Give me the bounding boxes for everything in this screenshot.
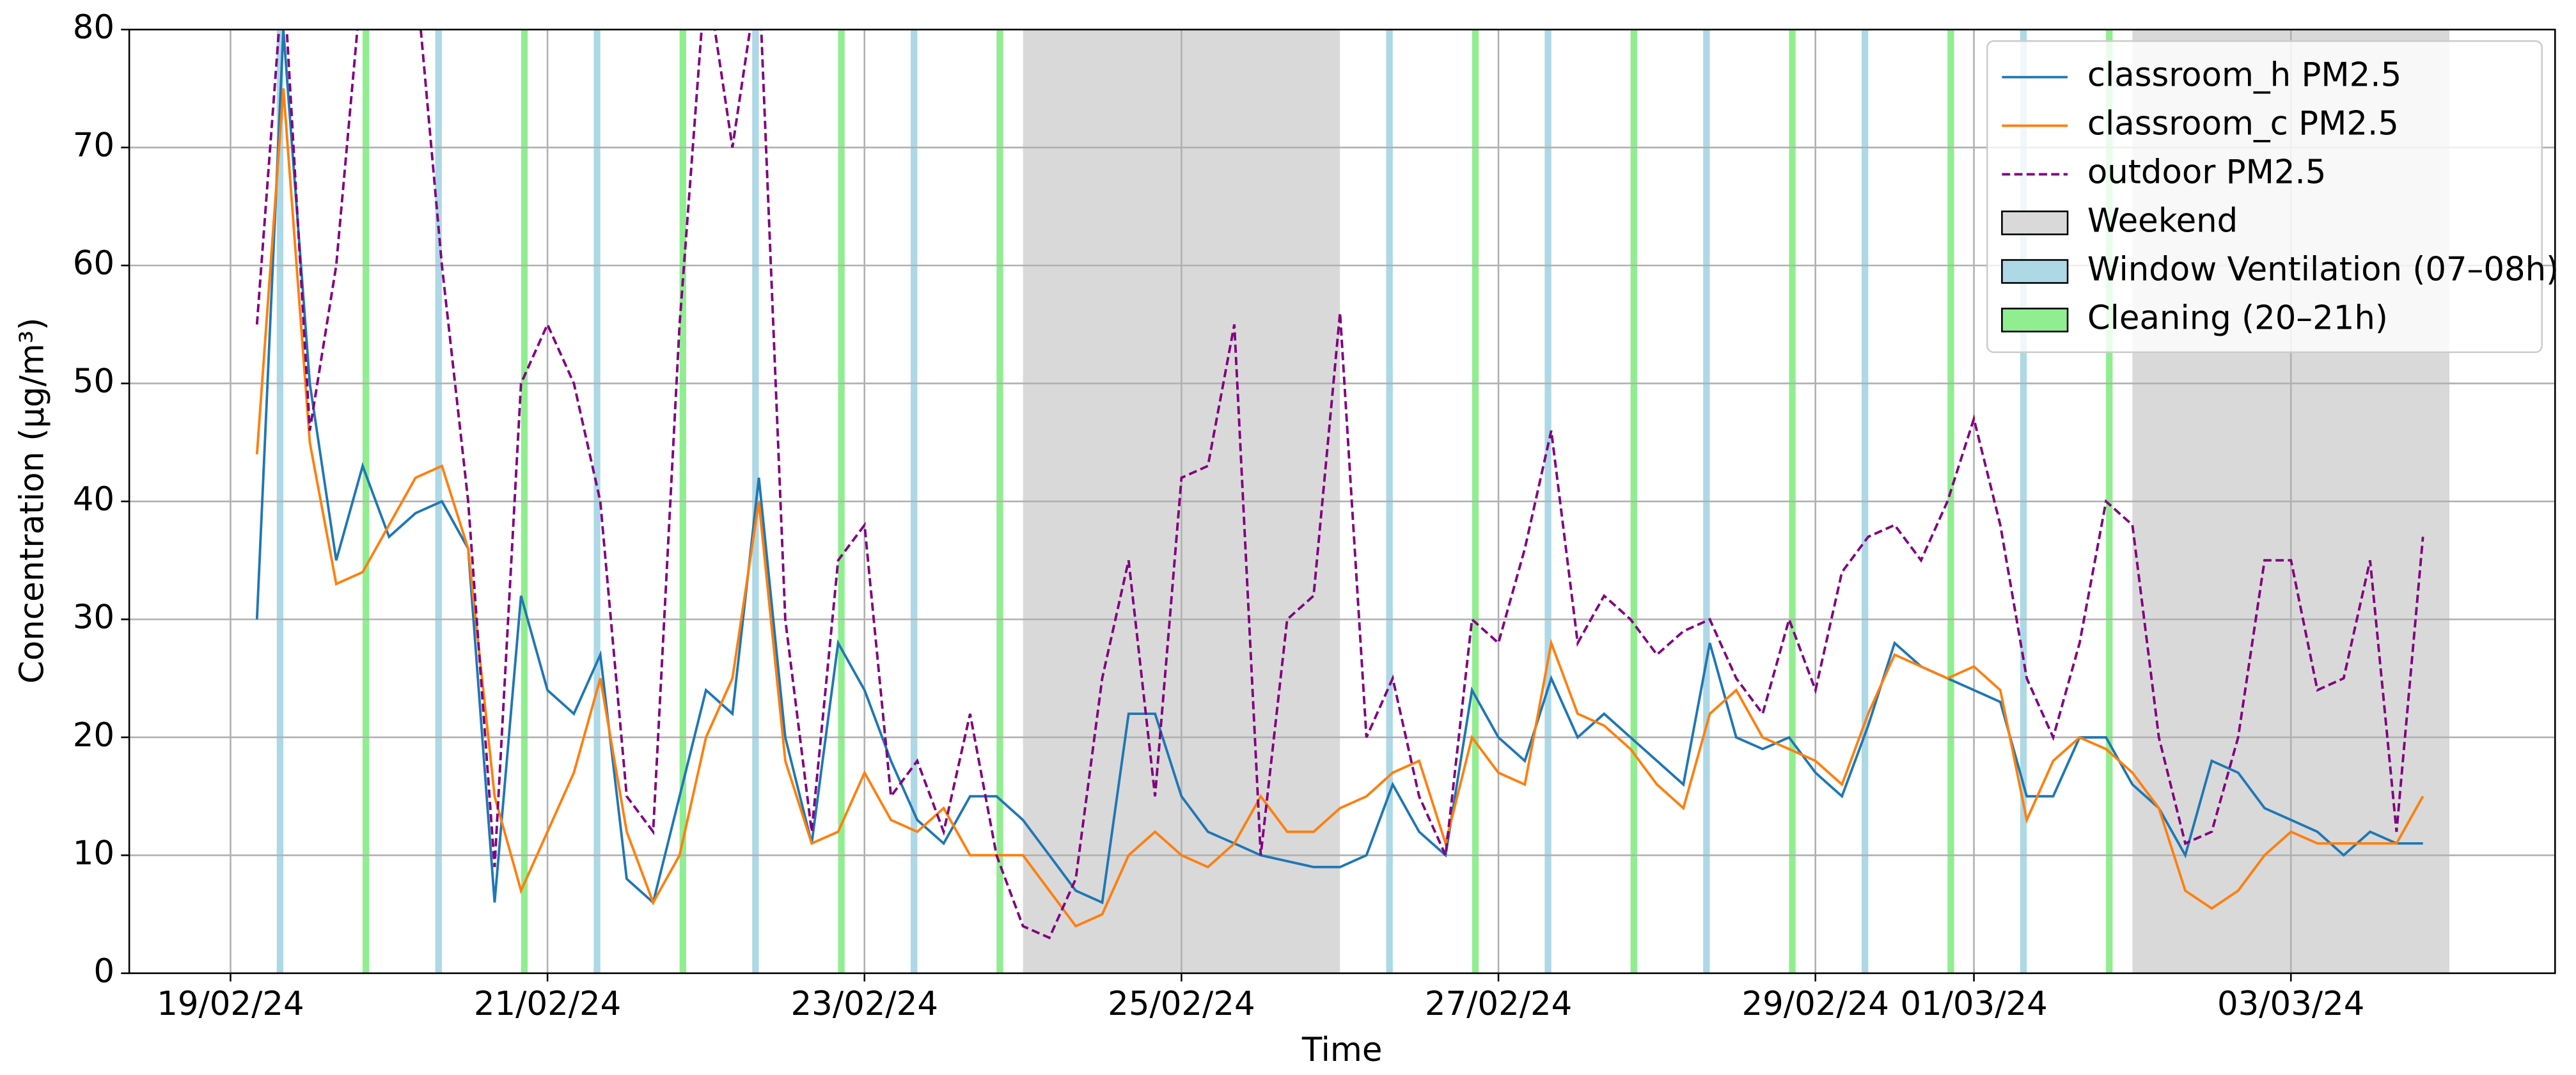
series-line xyxy=(255,29,2424,939)
x-tick-label: 23/02/24 xyxy=(791,985,938,1023)
y-tick-label: 30 xyxy=(73,598,114,636)
y-tick-label: 50 xyxy=(73,363,114,401)
y-tick-label: 80 xyxy=(73,8,114,47)
plot-area xyxy=(129,29,2556,973)
x-tick-label: 19/02/24 xyxy=(157,985,304,1023)
y-tick-label: 60 xyxy=(73,244,114,283)
legend-box xyxy=(1986,40,2543,354)
x-tick-label: 01/03/24 xyxy=(1900,985,2047,1023)
legend-patch xyxy=(2001,210,2069,235)
x-tick-label: 21/02/24 xyxy=(474,985,621,1023)
legend-patch xyxy=(2001,259,2069,284)
series-line xyxy=(255,29,2423,905)
x-tick-label: 03/03/24 xyxy=(2217,985,2364,1023)
x-axis-label: Time xyxy=(1301,1031,1383,1069)
legend-label: Weekend xyxy=(2087,202,2238,240)
legend-label: classroom_c PM2.5 xyxy=(2087,105,2399,143)
x-tick-label: 29/02/24 xyxy=(1742,985,1889,1023)
y-tick-label: 10 xyxy=(73,834,114,872)
y-tick-label: 20 xyxy=(73,716,114,755)
x-tick-label: 27/02/24 xyxy=(1425,985,1572,1023)
legend-label: outdoor PM2.5 xyxy=(2087,153,2327,192)
y-tick-label: 70 xyxy=(73,127,114,165)
y-tick-label: 40 xyxy=(73,480,114,519)
legend-label: Cleaning (20–21h) xyxy=(2087,299,2388,337)
legend-label: classroom_h PM2.5 xyxy=(2087,56,2401,95)
legend-patch xyxy=(2001,308,2069,333)
x-tick-label: 25/02/24 xyxy=(1108,985,1255,1023)
series-line xyxy=(255,88,2424,928)
legend-label: Window Ventilation (07–08h) xyxy=(2087,250,2559,288)
y-tick-label: 0 xyxy=(93,952,114,991)
y-axis-label: Concentration (µg/m³) xyxy=(13,318,51,684)
